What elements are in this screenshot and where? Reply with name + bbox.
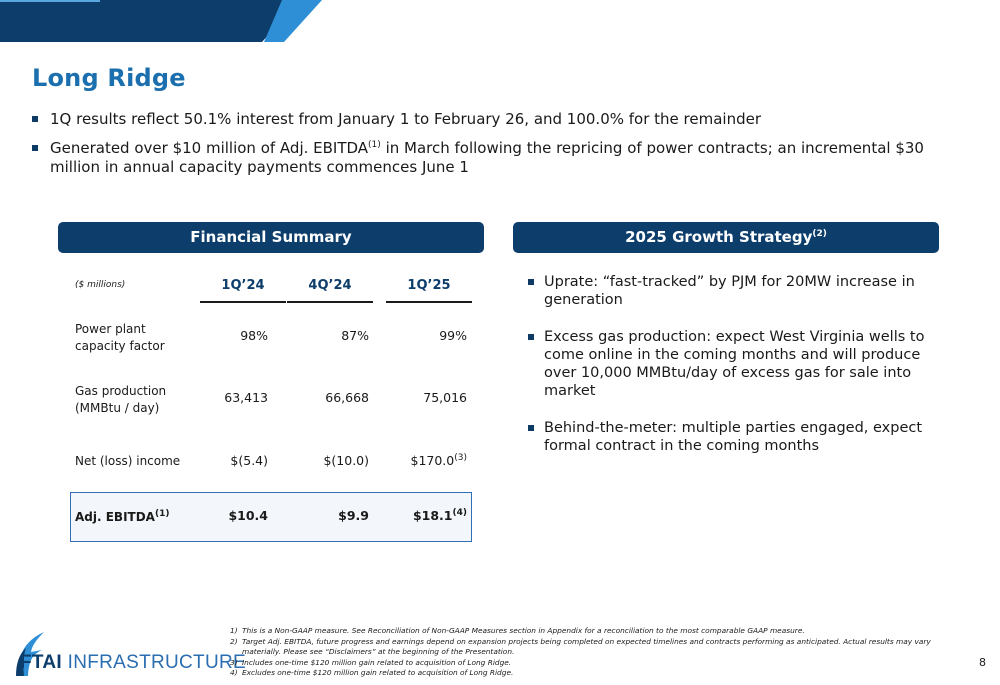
bullet-square-icon <box>32 116 38 122</box>
table-cell: 99% <box>439 328 467 343</box>
row-label-line: (MMBtu / day) <box>75 401 160 415</box>
summary-bullets: 1Q results reflect 50.1% interest from J… <box>32 110 932 187</box>
column-rule <box>200 301 286 303</box>
growth-strategy-list: Uprate: “fast-tracked” by PJM for 20MW i… <box>528 273 928 474</box>
list-item-text: Excess gas production: expect West Virgi… <box>544 329 925 399</box>
page-title: Long Ridge <box>32 64 186 92</box>
top-banner <box>0 0 322 42</box>
list-item: Uprate: “fast-tracked” by PJM for 20MW i… <box>528 273 928 309</box>
footnote-ref: (3) <box>454 452 467 463</box>
footnotes: 1) This is a Non-GAAP measure. See Reconc… <box>230 626 950 679</box>
table-cell: 87% <box>341 328 369 343</box>
footnote-text: Target Adj. EBITDA, future progress and … <box>242 636 931 657</box>
table-cell: $170.0(3) <box>377 452 468 468</box>
footnote-number: 3) <box>230 657 238 667</box>
table-cell: 98% <box>240 328 268 343</box>
cell-value: $18.1 <box>412 508 453 523</box>
logo-word: INFRASTRUCTURE <box>67 652 246 673</box>
bullet-item: 1Q results reflect 50.1% interest from J… <box>32 110 932 129</box>
bullet-square-icon <box>528 425 534 431</box>
list-item-text: Uprate: “fast-tracked” by PJM for 20MW i… <box>544 274 915 308</box>
row-label: Net (loss) income <box>75 454 181 468</box>
cell-value: $170.0 <box>410 453 455 468</box>
growth-strategy-header: 2025 Growth Strategy(2) <box>513 222 939 253</box>
row-label: Gas production (MMBtu / day) <box>75 383 166 417</box>
table-cell: 75,016 <box>423 390 467 405</box>
bullet-square-icon <box>528 279 534 285</box>
footnote-ref: (1) <box>154 509 170 519</box>
footnote: 1) This is a Non-GAAP measure. See Reconc… <box>230 626 950 637</box>
footnote-ref: (1) <box>368 140 381 150</box>
table-cell: $(10.0) <box>323 453 369 468</box>
footnote-text: Excludes one-time $120 million gain rela… <box>242 668 514 677</box>
bullet-item: Generated over $10 million of Adj. EBITD… <box>32 139 932 177</box>
logo-wordmark: FTAI INFRASTRUCTURE <box>20 652 246 674</box>
bullet-text: 1Q results reflect 50.1% interest from J… <box>50 110 762 128</box>
adj-ebitda-highlight <box>70 492 472 542</box>
ftai-logo-icon <box>16 632 44 676</box>
page-number: 8 <box>979 656 986 669</box>
table-cell: 63,413 <box>224 390 268 405</box>
table-cell: $9.9 <box>338 508 369 523</box>
row-label-line: Gas production <box>75 384 167 398</box>
logo-word: FTAI <box>20 652 63 673</box>
table-cell: $18.1(4) <box>377 508 467 523</box>
list-item: Behind-the-meter: multiple parties engag… <box>528 419 928 455</box>
column-header: 4Q’24 <box>308 278 352 293</box>
row-label: Adj. EBITDA(1) <box>75 509 169 526</box>
list-item-text: Behind-the-meter: multiple parties engag… <box>544 420 923 454</box>
table-cell: $10.4 <box>228 508 268 523</box>
bullet-square-icon <box>32 145 38 151</box>
footnote-text: This is a Non-GAAP measure. See Reconcil… <box>242 626 805 635</box>
footnote-number: 2) <box>230 636 238 646</box>
financial-summary-header: Financial Summary <box>58 222 484 253</box>
header-text: 2025 Growth Strategy <box>625 228 813 246</box>
column-header: 1Q’25 <box>407 278 451 293</box>
bullet-text: in March following the repricing of powe… <box>50 139 924 176</box>
table-cell: 66,668 <box>325 390 369 405</box>
row-label: Power plant capacity factor <box>75 321 165 355</box>
footnote: 4) Excludes one-time $120 million gain re… <box>230 668 950 679</box>
column-header: 1Q’24 <box>221 278 265 293</box>
units-label: ($ millions) <box>75 280 126 290</box>
footnote-text: Includes one-time $120 million gain rela… <box>242 657 512 667</box>
bullet-text: Generated over $10 million of Adj. EBITD… <box>50 139 369 157</box>
column-rule <box>386 301 472 303</box>
footnote: 2) Target Adj. EBITDA, future progress an… <box>230 637 950 658</box>
row-label-line: capacity factor <box>75 339 165 353</box>
footnote-ref: (2) <box>812 229 827 239</box>
row-label-text: Adj. EBITDA <box>75 510 155 524</box>
column-rule <box>287 301 373 303</box>
table-cell: $(5.4) <box>230 453 268 468</box>
bullet-square-icon <box>528 334 534 340</box>
footnote-number: 1) <box>230 626 238 635</box>
footnote-ref: (4) <box>452 507 468 518</box>
row-label-line: Power plant <box>75 322 146 336</box>
list-item: Excess gas production: expect West Virgi… <box>528 328 928 400</box>
footnote: 3) Includes one-time $120 million gain re… <box>230 658 950 669</box>
footnote-number: 4) <box>230 668 238 677</box>
